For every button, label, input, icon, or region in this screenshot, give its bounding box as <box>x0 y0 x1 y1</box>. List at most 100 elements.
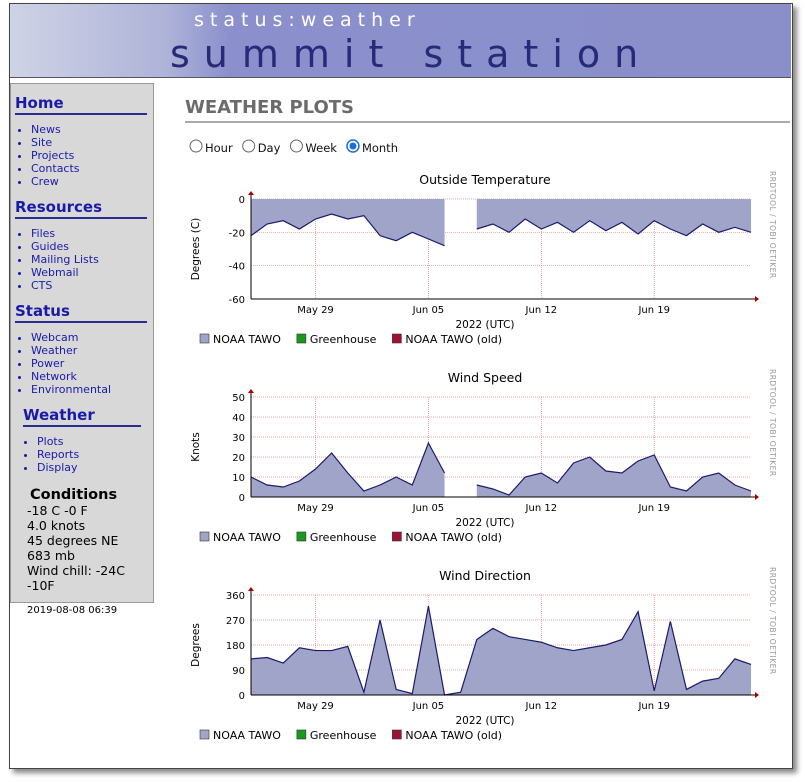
legend-label: Greenhouse <box>310 531 377 544</box>
y-tick-label: 40 <box>232 413 245 424</box>
banner: status:weather summit station <box>10 4 791 78</box>
nav-list: NewsSiteProjectsContactsCrew <box>11 123 153 188</box>
y-tick-label: 10 <box>232 473 245 484</box>
nav-link[interactable]: CTS <box>31 279 153 292</box>
timestamp: 2019-08-08 06:39 <box>27 605 118 616</box>
y-tick-label: 20 <box>232 453 245 464</box>
x-axis-label: 2022 (UTC) <box>455 517 514 529</box>
x-tick-label: May 29 <box>297 305 334 316</box>
conditions-line: 45 degrees NE <box>27 533 119 548</box>
legend-label: Greenhouse <box>310 333 377 346</box>
legend-label: NOAA TAWO (old) <box>405 729 502 742</box>
x-tick-label: May 29 <box>297 701 334 712</box>
axis-arrow <box>248 191 254 195</box>
nav-link[interactable]: Contacts <box>31 162 153 175</box>
legend-swatch <box>296 729 307 740</box>
y-tick-label: 0 <box>239 493 245 504</box>
conditions: Conditions -18 C -0 F 4.0 knots 45 degrees… <box>27 488 147 618</box>
conditions-line: 683 mb <box>27 548 75 563</box>
y-tick-label: 270 <box>226 616 245 627</box>
y-tick-label: -20 <box>229 228 245 239</box>
x-tick-label: Jun 12 <box>525 305 558 316</box>
nav-link[interactable]: Files <box>31 227 153 240</box>
line <box>250 213 752 247</box>
x-axis-label: 2022 (UTC) <box>455 319 514 331</box>
axis-arrow <box>755 692 759 698</box>
banner-subtitle: summit station <box>170 32 653 76</box>
nav-link[interactable]: Reports <box>37 448 153 461</box>
radio-label[interactable]: Week <box>305 141 337 155</box>
y-tick-label: 90 <box>232 666 245 677</box>
axis-arrow <box>755 296 759 302</box>
legend-swatch <box>296 531 307 542</box>
nav-link[interactable]: Webcam <box>31 331 153 344</box>
legend-label: NOAA TAWO (old) <box>405 531 502 544</box>
nav-list: WebcamWeatherPowerNetworkEnvironmental <box>11 331 153 396</box>
nav-heading[interactable]: Resources <box>15 198 147 219</box>
nav-link[interactable]: Network <box>31 370 153 383</box>
nav-link[interactable]: Plots <box>37 435 153 448</box>
radio-label[interactable]: Hour <box>205 141 233 155</box>
nav-link[interactable]: Guides <box>31 240 153 253</box>
range-options: Hour Day Week Month <box>189 139 398 155</box>
axis-arrow <box>248 389 254 393</box>
area <box>251 443 751 497</box>
nav-link[interactable]: Webmail <box>31 266 153 279</box>
nav-link[interactable]: Weather <box>31 344 153 357</box>
axis-arrow <box>248 587 254 591</box>
conditions-line: 4.0 knots <box>27 518 86 533</box>
x-tick-label: Jun 05 <box>412 305 445 316</box>
legend-label: Greenhouse <box>310 729 377 742</box>
chart: Wind Speed Knots RRDTOOL / TOBI OETIKER 0 10… <box>190 369 777 544</box>
credit: RRDTOOL / TOBI OETIKER <box>768 567 777 675</box>
nav-link[interactable]: Mailing Lists <box>31 253 153 266</box>
radio-button[interactable] <box>242 139 256 153</box>
conditions-lines: -18 C -0 F 4.0 knots 45 degrees NE 683 mb Wi… <box>27 503 147 593</box>
radio-label[interactable]: Month <box>362 141 398 155</box>
nav-link[interactable]: Display <box>37 461 153 474</box>
legend-swatch <box>392 729 402 740</box>
banner-title: status:weather <box>194 9 421 31</box>
nav-link[interactable]: Crew <box>31 175 153 188</box>
nav-link[interactable]: Projects <box>31 149 153 162</box>
y-tick-label: -60 <box>229 295 245 306</box>
legend-swatch <box>199 333 210 344</box>
y-tick-label: -40 <box>229 262 245 273</box>
x-tick-label: Jun 05 <box>412 701 445 712</box>
legend-label: NOAA TAWO <box>213 531 281 544</box>
y-axis-label: Knots <box>190 432 202 462</box>
nav-heading[interactable]: Status <box>15 302 147 323</box>
x-tick-label: Jun 19 <box>637 701 670 712</box>
x-tick-label: May 29 <box>297 503 334 514</box>
area <box>251 199 751 246</box>
conditions-line: -18 C -0 F <box>27 503 88 518</box>
conditions-line: Wind chill: -24C -10F <box>27 563 125 593</box>
radio-label[interactable]: Day <box>258 141 281 155</box>
legend-swatch <box>296 333 307 344</box>
legend-label: NOAA TAWO <box>213 333 281 346</box>
x-tick-label: Jun 12 <box>525 503 558 514</box>
radio-dot <box>349 142 357 150</box>
area <box>251 606 751 695</box>
x-axis-label: 2022 (UTC) <box>455 715 514 727</box>
credit: RRDTOOL / TOBI OETIKER <box>768 171 777 279</box>
y-axis-label: Degrees (C) <box>190 218 202 281</box>
nav-heading[interactable]: Weather <box>23 406 141 427</box>
nav-link[interactable]: Environmental <box>31 383 153 396</box>
nav-link[interactable]: Site <box>31 136 153 149</box>
radio-button[interactable] <box>189 139 203 153</box>
nav-heading[interactable]: Home <box>15 94 147 115</box>
chart-title: Wind Speed <box>448 370 523 385</box>
chart-title: Outside Temperature <box>419 172 551 187</box>
nav-link[interactable]: News <box>31 123 153 136</box>
legend-label: NOAA TAWO <box>213 729 281 742</box>
credit: RRDTOOL / TOBI OETIKER <box>768 369 777 477</box>
nav-link[interactable]: Power <box>31 357 153 370</box>
y-axis-label: Degrees <box>190 623 202 667</box>
axis-arrow <box>755 494 759 500</box>
y-tick-label: 180 <box>226 641 245 652</box>
conditions-heading: Conditions <box>30 487 118 503</box>
radio-button[interactable] <box>289 139 303 153</box>
legend-swatch <box>199 531 210 542</box>
